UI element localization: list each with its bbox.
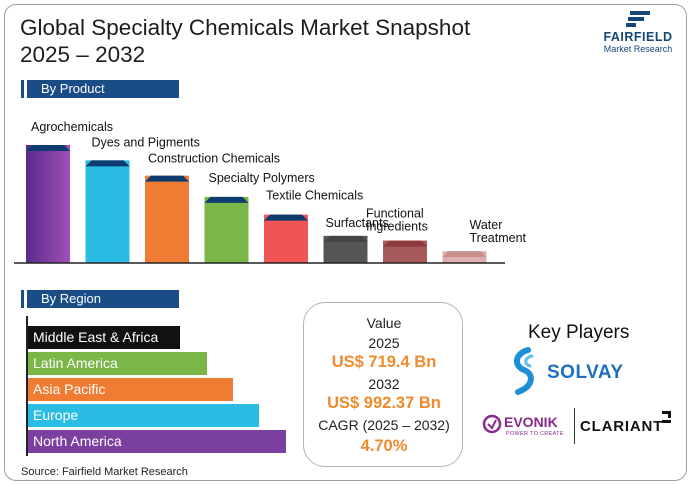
section-label-region: By Region xyxy=(21,290,179,308)
product-bar-cap xyxy=(442,251,487,258)
solvay-swirl-icon xyxy=(514,347,534,395)
product-label-dyes-and-pigments: Dyes and Pigments xyxy=(92,135,200,149)
clariant-logo: CLARIANT xyxy=(580,410,680,440)
product-bar-cap xyxy=(264,214,308,221)
product-label-surfactants: Surfactants xyxy=(326,216,389,230)
source-note: Source: Fairfield Market Research xyxy=(21,466,188,478)
product-bar-cap xyxy=(383,240,427,247)
product-bar-cap xyxy=(204,196,249,203)
product-label-water-treatment: Water Treatment xyxy=(470,218,527,245)
product-bar-specialty-polymers xyxy=(204,196,249,263)
region-bar-europe: Europe xyxy=(27,404,260,427)
product-bar-cap xyxy=(145,175,189,182)
key-players-title: Key Players xyxy=(528,322,630,343)
region-bar-asia-pacific: Asia Pacific xyxy=(27,378,233,401)
product-bar-agrochemicals xyxy=(26,145,70,263)
product-label-construction-chemicals: Construction Chemicals xyxy=(148,152,280,166)
title-line-1: Global Specialty Chemicals Market Snapsh… xyxy=(20,15,471,40)
clariant-wordmark: CLARIANT xyxy=(580,418,664,435)
cagr-value: 4.70% xyxy=(360,437,408,455)
section-label-product: By Product xyxy=(21,80,179,98)
product-bar-cap xyxy=(26,145,70,151)
product-bar-construction-chemicals xyxy=(145,175,189,263)
evonik-tagline: POWER TO CREATE xyxy=(506,431,564,437)
product-bar-cap xyxy=(85,160,130,167)
cagr-label: CAGR (2025 – 2032) xyxy=(318,417,450,433)
solvay-wordmark: SOLVAY xyxy=(547,362,624,383)
value-year-2032: 2032 xyxy=(368,376,400,392)
region-bar-latin-america: Latin America xyxy=(27,352,207,375)
solvay-logo: SOLVAY xyxy=(508,346,638,396)
product-bar-textile-chemicals xyxy=(264,214,308,263)
fairfield-logo: FAIRFIELD Market Research xyxy=(592,8,684,56)
evonik-wordmark: EVONIK xyxy=(504,414,558,430)
logo-subtitle: Market Research xyxy=(603,44,673,54)
title-line-2: 2025 – 2032 xyxy=(20,42,146,67)
product-bar-dyes-and-pigments xyxy=(85,160,130,263)
snapshot-frame xyxy=(4,4,687,481)
evonik-mark-icon xyxy=(482,414,502,434)
product-bar-cap xyxy=(323,235,368,242)
logo-name: FAIRFIELD xyxy=(603,30,673,44)
region-bar-middle-east-africa: Middle East & Africa xyxy=(27,326,181,349)
evonik-logo: EVONIK POWER TO CREATE xyxy=(482,410,572,442)
value-2032: US$ 992.37 Bn xyxy=(327,394,441,412)
region-bar-north-america: North America xyxy=(27,430,286,453)
value-label: Value xyxy=(366,315,402,331)
value-year-2025: 2025 xyxy=(368,335,400,351)
product-label-functional-ingredients: Functional Ingredients xyxy=(366,207,428,234)
product-label-textile-chemicals: Textile Chemicals xyxy=(266,189,363,203)
clariant-mark-icon xyxy=(662,411,671,423)
fairfield-logo-mark-icon xyxy=(626,11,650,27)
product-label-agrochemicals: Agrochemicals xyxy=(31,120,113,134)
key-players-divider xyxy=(574,408,575,444)
product-label-specialty-polymers: Specialty Polymers xyxy=(209,171,315,185)
page-title: Global Specialty Chemicals Market Snapsh… xyxy=(20,14,540,68)
value-box: Value 2025 US$ 719.4 Bn 2032 US$ 992.37 … xyxy=(303,302,463,467)
value-2025: US$ 719.4 Bn xyxy=(331,353,437,371)
region-y-axis xyxy=(26,316,28,456)
